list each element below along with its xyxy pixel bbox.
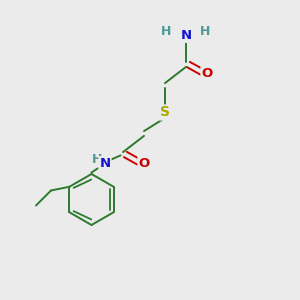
Text: H: H xyxy=(92,153,103,167)
Text: H: H xyxy=(200,25,211,38)
Text: S: S xyxy=(160,106,170,119)
Text: N: N xyxy=(99,157,111,170)
Text: H: H xyxy=(161,25,172,38)
Text: O: O xyxy=(201,67,213,80)
Text: O: O xyxy=(138,157,150,170)
Text: N: N xyxy=(180,29,192,42)
